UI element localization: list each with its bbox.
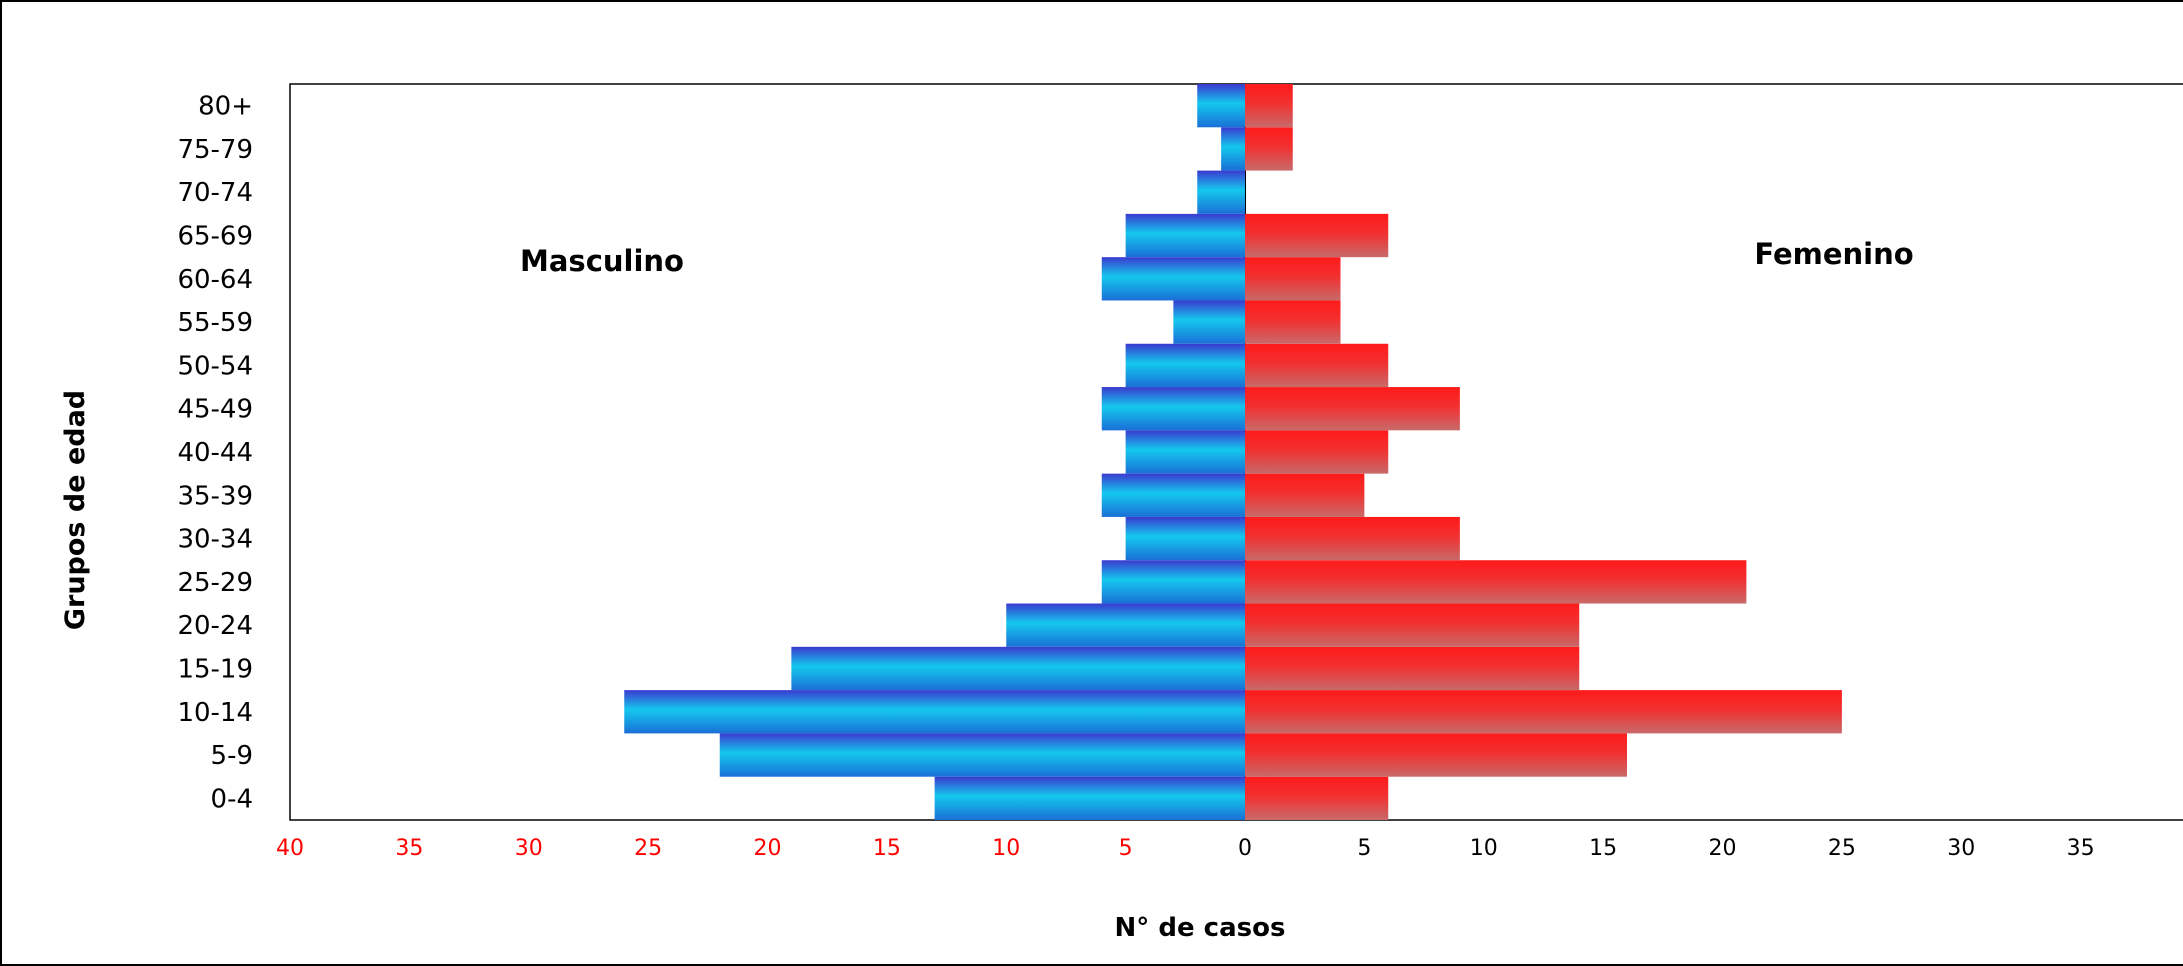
bar-masculino-60-64: [1101, 257, 1245, 301]
x-tick-label: 30: [515, 836, 543, 861]
y-axis-tick-labels: 0-4 5-9 10-14 15-19 20-24 25-29 30-34 35-39 40-4…: [177, 92, 253, 815]
bar-femenino-30-34: [1245, 516, 1460, 561]
bar-femenino-35-39: [1245, 473, 1365, 517]
bar-femenino-15-19: [1245, 646, 1580, 691]
bar-femenino-80+: [1245, 84, 1293, 128]
y-tick-label: 0-4: [211, 784, 253, 814]
x-tick-label: 10: [1470, 836, 1498, 861]
y-tick-label: 30-34: [177, 525, 253, 555]
y-tick-label: 50-54: [177, 351, 253, 381]
bar-femenino-60-64: [1245, 257, 1341, 301]
y-tick-label: 40-44: [177, 438, 253, 468]
x-tick-label: 40: [276, 836, 304, 861]
bar-femenino-50-54: [1245, 343, 1389, 388]
y-tick-label: 55-59: [177, 308, 253, 338]
bar-masculino-80+: [1197, 84, 1245, 128]
bar-masculino-30-34: [1125, 516, 1245, 561]
x-axis-tick-labels: 4035302520151050510152025303540: [276, 836, 2095, 861]
y-axis-title: Grupos de edad: [60, 390, 91, 630]
y-tick-label: 75-79: [177, 135, 253, 165]
series-label-masculino: Masculino: [520, 244, 684, 278]
bar-masculino-55-59: [1173, 300, 1245, 344]
bar-femenino-40-44: [1245, 430, 1389, 474]
bar-masculino-45-49: [1101, 387, 1245, 431]
y-tick-label: 70-74: [177, 178, 253, 208]
y-tick-label: 65-69: [177, 222, 253, 252]
x-tick-label: 25: [634, 836, 662, 861]
x-tick-label: 25: [1828, 836, 1856, 861]
bar-masculino-65-69: [1125, 213, 1245, 258]
bar-masculino-10-14: [624, 690, 1245, 734]
bar-masculino-50-54: [1125, 343, 1245, 388]
bar-masculino-20-24: [1006, 603, 1245, 647]
y-tick-label: 10-14: [177, 698, 253, 728]
x-tick-label: 5: [1119, 836, 1133, 861]
bar-femenino-20-24: [1245, 603, 1580, 647]
bar-masculino-75-79: [1221, 127, 1245, 171]
bar-masculino-25-29: [1101, 560, 1245, 604]
x-axis-title: N° de casos: [1115, 913, 1286, 943]
bar-masculino-15-19: [791, 646, 1245, 691]
y-tick-label: 20-24: [177, 611, 253, 641]
bar-femenino-0-4: [1245, 776, 1389, 820]
x-tick-label: 20: [1709, 836, 1737, 861]
x-tick-label: 15: [873, 836, 901, 861]
bar-femenino-65-69: [1245, 213, 1389, 258]
y-tick-label: 25-29: [177, 568, 253, 598]
bar-masculino-35-39: [1101, 473, 1245, 517]
y-tick-label: 5-9: [211, 741, 253, 771]
series-label-femenino: Femenino: [1754, 237, 1913, 271]
x-tick-label: 20: [754, 836, 782, 861]
bar-masculino-0-4: [934, 776, 1245, 820]
bar-femenino-5-9: [1245, 733, 1627, 777]
series-masculino-bars: [624, 84, 1245, 820]
bar-masculino-5-9: [719, 733, 1245, 777]
x-tick-label: 0: [1238, 836, 1252, 861]
x-tick-label: 5: [1357, 836, 1371, 861]
series-femenino-bars: [1245, 84, 1842, 820]
bar-femenino-45-49: [1245, 387, 1460, 431]
x-tick-label: 35: [395, 836, 423, 861]
bar-femenino-55-59: [1245, 300, 1341, 344]
y-tick-label: 80+: [198, 92, 253, 122]
y-tick-label: 60-64: [177, 265, 253, 295]
bar-femenino-10-14: [1245, 690, 1842, 734]
x-tick-label: 30: [1947, 836, 1975, 861]
y-tick-label: 35-39: [177, 481, 253, 511]
bar-masculino-40-44: [1125, 430, 1245, 474]
x-tick-label: 10: [992, 836, 1020, 861]
y-tick-label: 45-49: [177, 395, 253, 425]
y-tick-label: 15-19: [177, 654, 253, 684]
bar-femenino-25-29: [1245, 560, 1747, 604]
x-tick-label: 35: [2067, 836, 2095, 861]
bar-femenino-75-79: [1245, 127, 1293, 171]
x-tick-label: 15: [1589, 836, 1617, 861]
bar-masculino-70-74: [1197, 170, 1245, 214]
